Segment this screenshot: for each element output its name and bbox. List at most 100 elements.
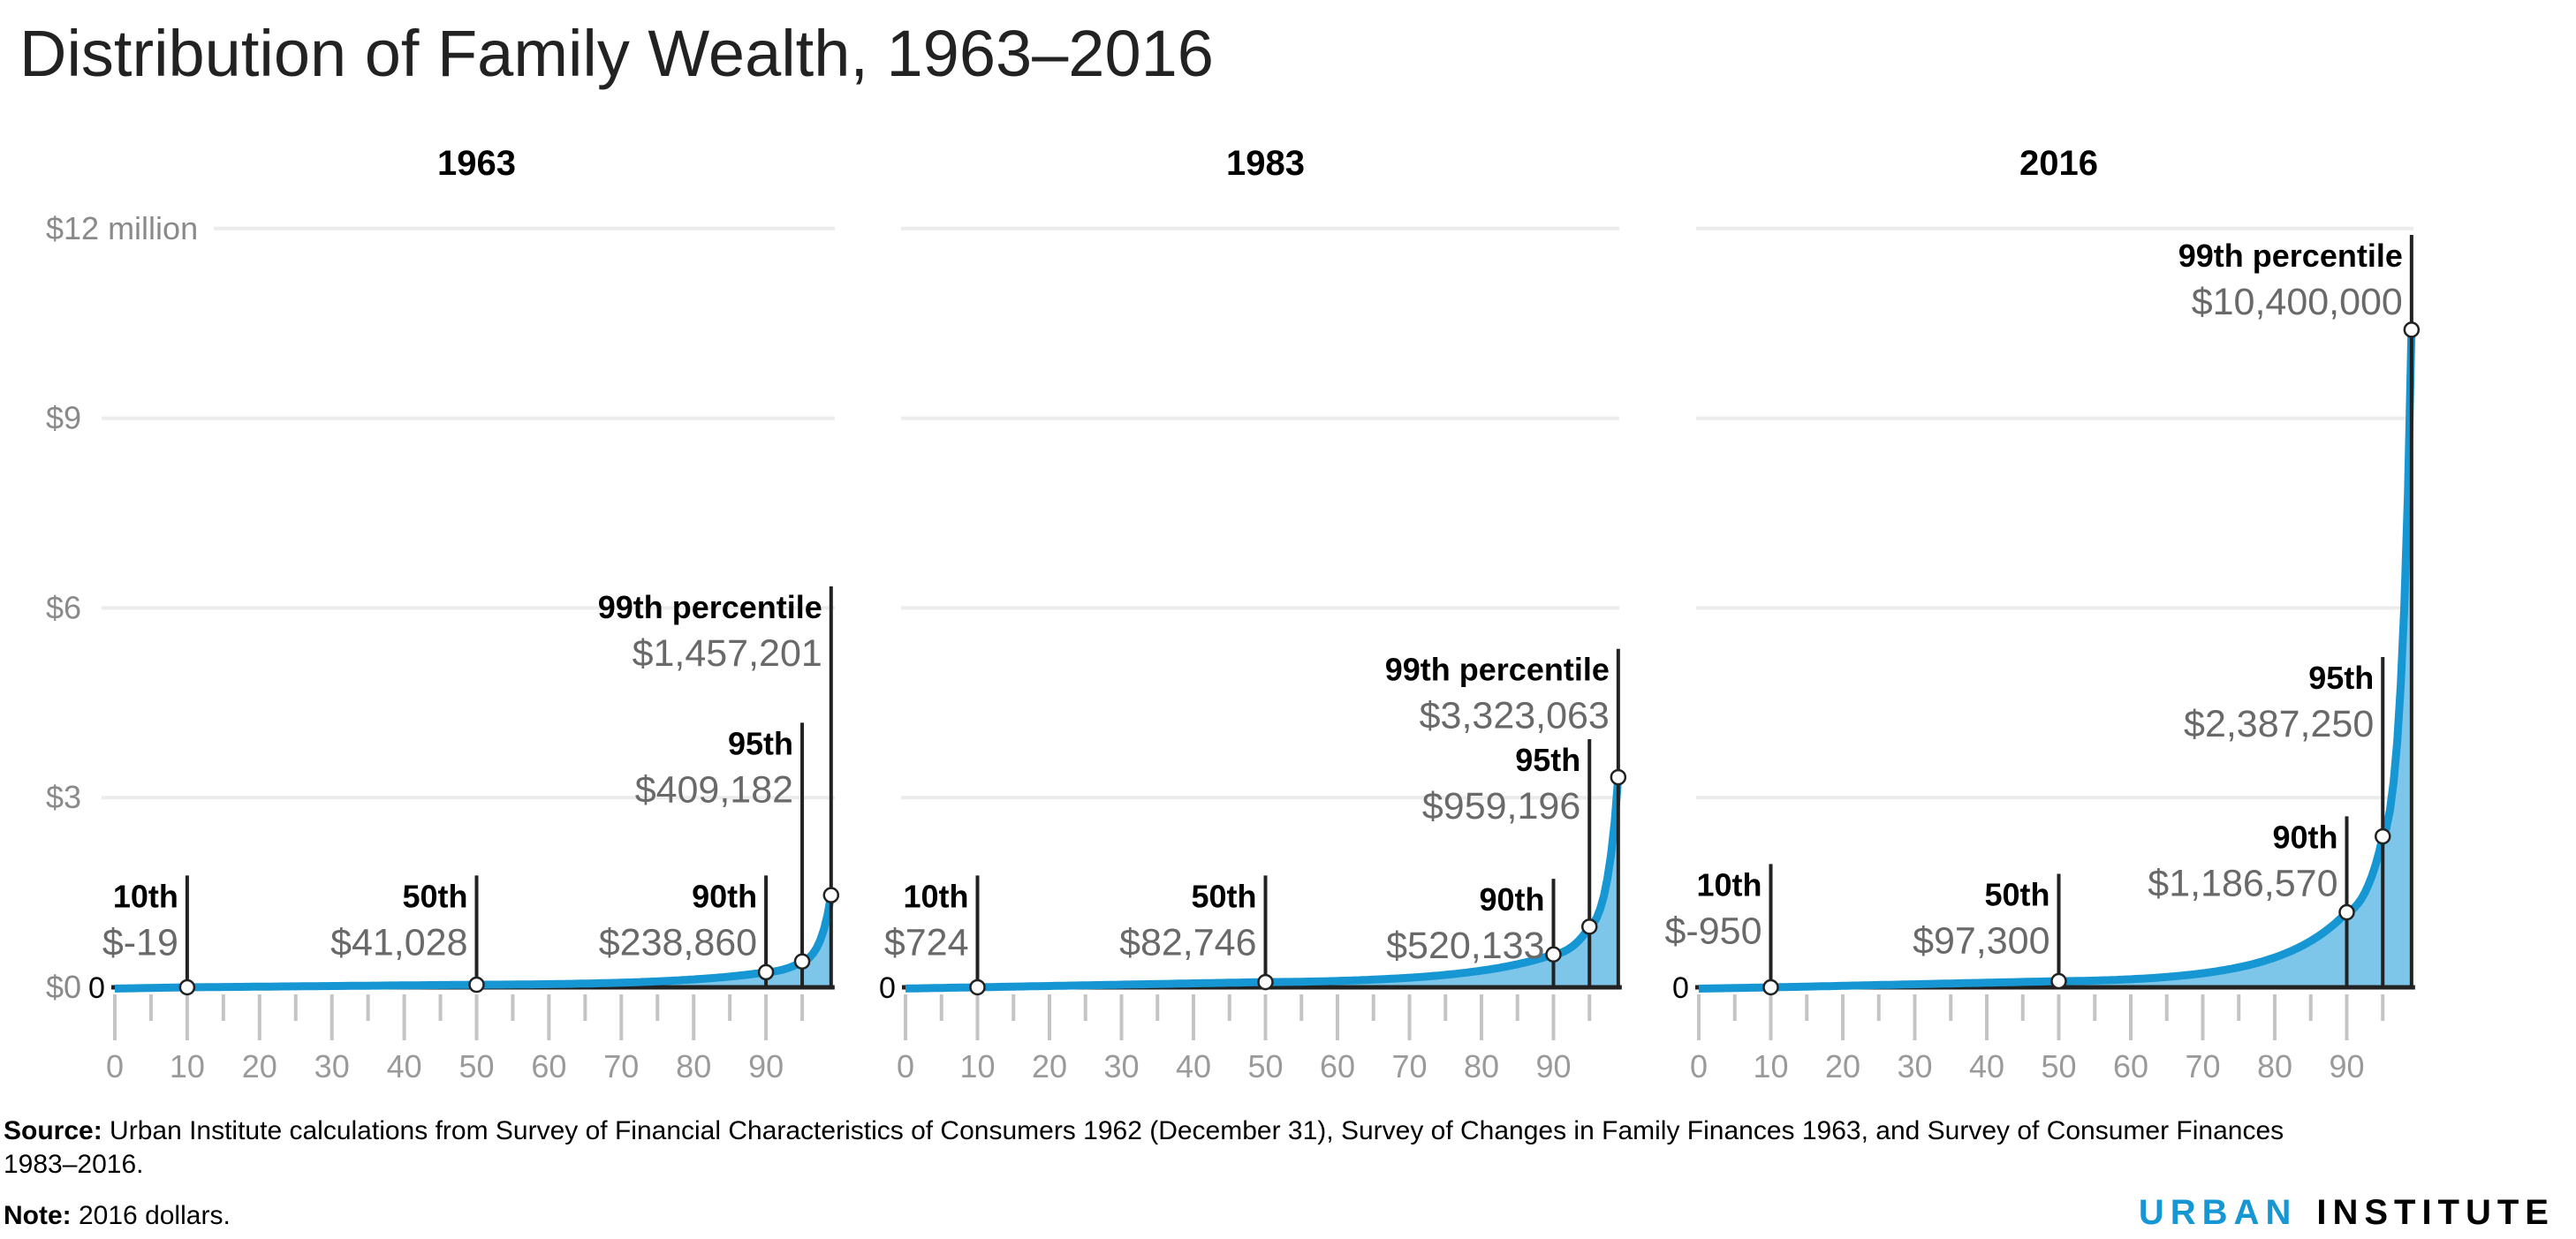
data-point-marker (1762, 978, 1779, 996)
x-tick-label: 40 (387, 1048, 422, 1084)
panel-1983: 1983 0 0 10 20 30 40 50 60 70 80 90 10th $724 50th $82,… (879, 144, 1627, 1084)
x-tick-label: 30 (1897, 1048, 1932, 1084)
x-tick-label: 20 (1032, 1048, 1067, 1084)
x-tick-label: 70 (2185, 1048, 2220, 1084)
value-label: $3,323,063 (1420, 695, 1610, 737)
value-label: $724 (884, 921, 969, 963)
annotation-10: 10th $724 (884, 875, 986, 996)
logo-urban: URBAN (2139, 1193, 2297, 1232)
data-point-marker (1545, 946, 1562, 963)
x-tick-label: 70 (1391, 1048, 1427, 1084)
x-tick-label: 0 (1690, 1048, 1708, 1084)
annotation-95: 95th $959,196 (1422, 739, 1598, 987)
value-label: $238,860 (599, 921, 757, 963)
value-label: $-19 (102, 921, 178, 963)
annotation-99: 99th percentile $3,323,063 (1385, 648, 1627, 987)
x-tick-label: 70 (603, 1048, 639, 1084)
zero-label: 0 (1672, 971, 1689, 1005)
value-label: $10,400,000 (2192, 281, 2403, 323)
area-fill (905, 777, 1618, 989)
y-tick-label: $9 (46, 400, 81, 436)
annotation-90: 90th $238,860 (599, 875, 775, 987)
x-tick-label: 30 (314, 1048, 350, 1084)
area-fill (115, 895, 831, 989)
x-tick-label: 30 (1103, 1048, 1139, 1084)
x-tick-label: 90 (1535, 1048, 1571, 1084)
annotation-99: 99th percentile $1,457,201 (598, 586, 840, 987)
x-tick-label: 0 (897, 1048, 914, 1084)
value-label: $1,186,570 (2148, 862, 2337, 904)
x-tick-label: 10 (170, 1048, 205, 1084)
data-point-marker (1257, 973, 1274, 991)
x-tick-label: 80 (676, 1048, 711, 1084)
percentile-label: 50th (1984, 877, 2049, 913)
chart-title: Distribution of Family Wealth, 1963–2016 (19, 17, 1214, 90)
note: Note: 2016 dollars. (4, 1201, 231, 1230)
x-tick-label: 80 (2257, 1048, 2292, 1084)
urban-institute-logo: URBAN INSTITUTE (2139, 1193, 2555, 1232)
x-tick-label: 10 (959, 1048, 995, 1084)
value-label: $520,133 (1386, 925, 1544, 967)
x-tick-label: 90 (2329, 1048, 2364, 1084)
data-point-marker (2403, 321, 2421, 338)
percentile-label: 90th (2272, 819, 2337, 855)
value-label: $97,300 (1913, 920, 2049, 963)
annotation-50: 50th $41,028 (330, 875, 485, 993)
x-tick-label: 40 (1176, 1048, 1211, 1084)
panel-1963: 1963 $0 $3 $6 $9 $12 million 0 0 10 20 30 40 50 60 70 8… (46, 144, 840, 1084)
value-label: $82,746 (1119, 921, 1256, 963)
percentile-label: 10th (903, 878, 968, 914)
x-tick-label: 50 (1247, 1048, 1283, 1084)
data-point-marker (1581, 918, 1598, 935)
data-point-marker (969, 978, 986, 996)
annotation-10: 10th $-19 (102, 875, 196, 996)
panel-2016: 2016 0 0 10 20 30 40 50 60 70 80 90 10th $-950 50th $97… (1665, 144, 2421, 1084)
data-point-marker (2375, 827, 2391, 845)
panel-title: 2016 (2019, 144, 2098, 183)
x-tick-label: 60 (1320, 1048, 1355, 1084)
data-point-marker (2338, 903, 2355, 921)
value-label: $409,182 (635, 768, 793, 811)
x-tick-label: 0 (106, 1048, 124, 1084)
percentile-label: 95th (1515, 742, 1580, 778)
data-point-marker (822, 887, 840, 903)
percentile-label: 10th (1696, 866, 1762, 903)
data-point-marker (757, 963, 775, 981)
y-tick-label: $6 (46, 589, 81, 625)
annotation-95: 95th $409,182 (635, 722, 811, 987)
annotation-90: 90th $520,133 (1386, 879, 1562, 987)
percentile-label: 50th (402, 878, 467, 914)
zero-label: 0 (879, 971, 896, 1005)
annotation-99: 99th percentile $10,400,000 (2178, 234, 2421, 987)
x-tick-label: 60 (2113, 1048, 2148, 1084)
data-point-marker (1610, 768, 1627, 786)
x-tick-label: 60 (531, 1048, 566, 1084)
y-tick-label: $12 million (46, 210, 198, 246)
data-point-marker (178, 978, 196, 996)
percentile-label: 99th percentile (2178, 238, 2403, 274)
annotation-95: 95th $2,387,250 (2184, 657, 2391, 987)
y-tick-label: $3 (46, 779, 81, 815)
value-label: $2,387,250 (2184, 703, 2374, 745)
percentile-label: 99th percentile (1385, 652, 1610, 688)
x-tick-label: 10 (1753, 1048, 1788, 1084)
x-tick-label: 50 (2041, 1048, 2076, 1084)
percentile-label: 90th (1479, 881, 1544, 918)
x-tick-label: 20 (1825, 1048, 1860, 1084)
note-text: 2016 dollars. (72, 1201, 231, 1230)
source-label: Source: (4, 1116, 102, 1145)
source-text-continued: 1983–2016. (4, 1150, 144, 1179)
panel-title: 1983 (1226, 144, 1305, 183)
data-point-marker (793, 953, 811, 970)
percentile-label: 95th (728, 725, 793, 761)
x-tick-label: 50 (458, 1048, 494, 1084)
annotation-50: 50th $82,746 (1119, 875, 1274, 991)
source-text: Urban Institute calculations from Survey… (102, 1116, 2284, 1145)
y-tick-label: $0 (46, 969, 81, 1005)
zero-label: 0 (88, 971, 105, 1005)
percentile-label: 90th (692, 878, 757, 914)
percentile-label: 95th (2308, 660, 2374, 696)
logo-institute: INSTITUTE (2316, 1193, 2555, 1232)
percentile-label: 50th (1191, 878, 1256, 914)
